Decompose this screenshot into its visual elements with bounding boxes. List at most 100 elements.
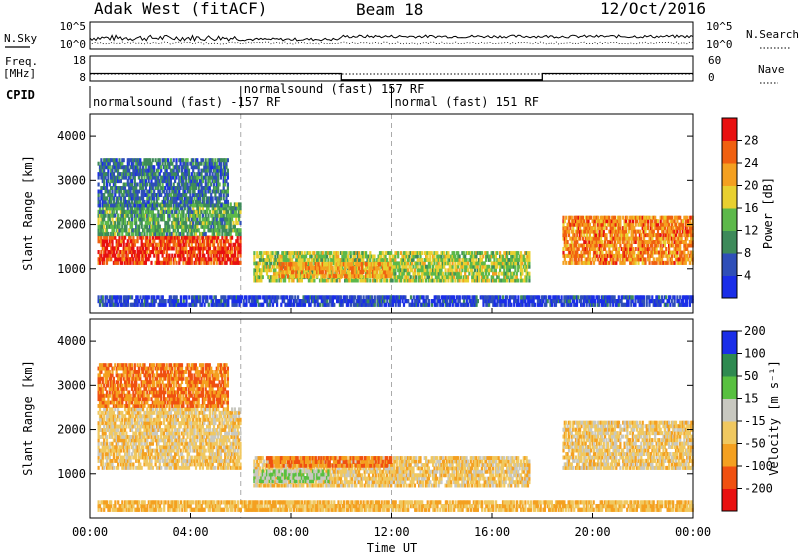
- data-cell: [168, 299, 171, 304]
- data-cell: [196, 199, 199, 204]
- data-cell: [515, 258, 518, 262]
- data-cell: [282, 258, 285, 262]
- data-cell: [122, 196, 125, 201]
- data-cell: [165, 196, 168, 201]
- data-cell: [117, 217, 120, 222]
- data-cell: [284, 266, 287, 271]
- data-cell: [164, 165, 167, 170]
- data-cell: [652, 233, 655, 238]
- data-cell: [278, 269, 281, 275]
- data-cell: [629, 250, 632, 255]
- data-cell: [196, 253, 199, 258]
- data-cell: [183, 246, 186, 251]
- data-cell: [187, 168, 191, 173]
- data-cell: [473, 275, 477, 280]
- data-cell: [158, 228, 161, 233]
- data-cell: [125, 299, 128, 304]
- data-cell: [160, 250, 163, 255]
- data-cell: [105, 161, 109, 166]
- data-cell: [161, 213, 164, 218]
- data-cell: [436, 251, 439, 255]
- data-cell: [672, 219, 675, 224]
- data-cell: [659, 226, 662, 231]
- data-cell: [110, 196, 113, 201]
- nsky-label: N.Sky: [4, 32, 37, 45]
- data-cell: [608, 240, 611, 244]
- data-cell: [158, 231, 161, 237]
- data-cell: [165, 172, 168, 177]
- data-cell: [182, 235, 185, 240]
- data-cell: [194, 165, 197, 170]
- data-cell: [631, 229, 634, 234]
- data-cell: [122, 217, 125, 222]
- data-cell: [447, 254, 450, 259]
- data-cell: [378, 258, 382, 262]
- data-cell: [309, 278, 312, 283]
- data-cell: [679, 226, 682, 231]
- data-cell: [165, 165, 168, 170]
- data-cell: [645, 219, 648, 224]
- data-cell: [615, 243, 618, 248]
- data-cell: [158, 260, 161, 265]
- data-cell: [605, 236, 608, 241]
- data-cell: [253, 268, 256, 273]
- data-cell: [111, 239, 114, 244]
- data-cell: [355, 264, 358, 269]
- data-cell: [111, 228, 114, 233]
- data-cell: [316, 266, 319, 271]
- data-cell: [207, 257, 210, 262]
- data-cell: [164, 161, 167, 166]
- data-cell: [310, 262, 313, 267]
- data-cell: [147, 209, 150, 214]
- data-cell: [617, 215, 621, 220]
- data-cell: [323, 278, 326, 283]
- data-cell: [150, 175, 153, 180]
- data-cell: [673, 236, 676, 241]
- data-cell: [196, 213, 199, 218]
- data-cell: [186, 186, 189, 190]
- data-cell: [157, 193, 160, 197]
- data-cell: [594, 243, 597, 248]
- data-cell: [157, 257, 160, 262]
- data-cell: [169, 246, 172, 251]
- data-cell: [236, 213, 239, 218]
- data-cell: [114, 257, 117, 262]
- data-cell: [111, 168, 114, 173]
- data-cell: [475, 251, 478, 255]
- data-cell: [447, 258, 450, 262]
- data-cell: [493, 261, 496, 266]
- data-cell: [631, 233, 634, 238]
- data-cell: [365, 273, 368, 279]
- data-cell: [369, 269, 372, 275]
- data-cell: [465, 268, 468, 273]
- data-cell: [451, 271, 454, 276]
- data-cell: [151, 242, 154, 247]
- data-cell: [212, 217, 216, 222]
- data-cell: [573, 222, 576, 227]
- data-cell: [300, 258, 303, 262]
- data-cell: [296, 278, 299, 283]
- data-cell: [182, 250, 185, 255]
- data-cell: [680, 240, 683, 244]
- data-cell: [135, 202, 138, 207]
- data-cell: [143, 242, 146, 247]
- data-cell: [114, 220, 117, 226]
- data-cell: [151, 228, 154, 233]
- data-cell: [310, 271, 313, 276]
- data-cell: [278, 266, 281, 271]
- data-cell: [433, 254, 436, 259]
- data-cell: [137, 158, 140, 163]
- data-cell: [648, 247, 651, 251]
- data-cell: [451, 275, 454, 280]
- data-cell: [346, 254, 349, 259]
- data-cell: [165, 175, 168, 180]
- data-cell: [203, 231, 206, 237]
- data-cell: [464, 278, 467, 283]
- data-cell: [663, 240, 666, 244]
- data-cell: [171, 175, 174, 180]
- data-cell: [137, 172, 140, 177]
- data-cell: [638, 240, 641, 244]
- data-cell: [168, 246, 171, 251]
- data-cell: [179, 158, 182, 163]
- data-cell: [111, 213, 114, 218]
